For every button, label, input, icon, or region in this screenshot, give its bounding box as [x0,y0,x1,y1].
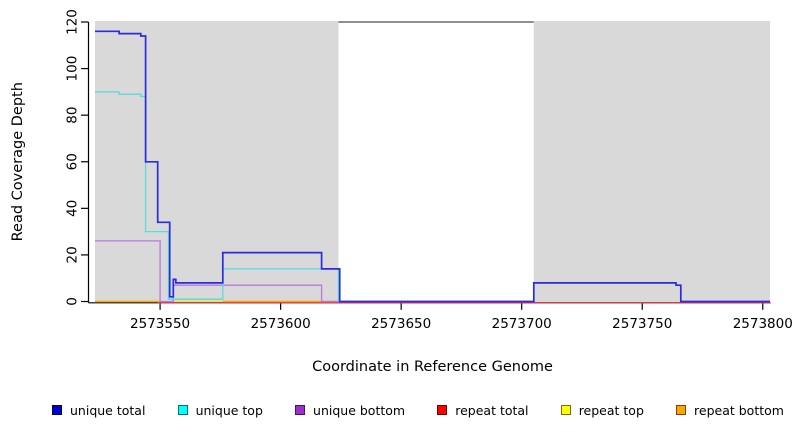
legend-swatch-repeat-total [437,405,448,415]
y-tick-label: 60 [65,153,81,170]
shaded-region-1 [95,21,339,303]
series-line-unique-total [95,30,770,303]
x-tick-label: 2573750 [612,316,672,332]
shaded-region-2 [533,21,770,303]
legend-swatch-repeat-bottom [676,405,687,415]
legend-swatch-unique-top [177,405,188,415]
legend-swatch-repeat-top [560,405,571,415]
legend-label: unique total [70,402,146,418]
legend: unique total unique top unique bottom repea… [52,399,784,421]
x-axis-title: Coordinate in Reference Genome [312,359,553,375]
x-tick-label: 2573650 [371,316,431,332]
legend-item-unique-bottom: unique bottom [295,403,405,418]
legend-item-repeat-bottom: repeat bottom [676,403,784,418]
legend-item-unique-total: unique total [52,403,145,418]
legend-item-repeat-total: repeat total [437,402,529,418]
legend-label: unique top [195,402,263,418]
x-tick-label: 2573700 [492,316,552,332]
x-tick-label: 2573600 [251,316,311,332]
x-tick-label: 2573550 [130,316,190,332]
y-axis-title: Read Coverage Depth [10,82,26,241]
legend-item-repeat-top: repeat top [560,402,644,418]
legend-label: unique bottom [313,402,406,418]
legend-label: repeat bottom [694,402,784,418]
legend-label: repeat top [578,402,644,418]
y-tick-label: 120 [65,9,81,35]
y-tick-label: 80 [65,107,81,124]
y-tick-label: 0 [65,297,81,306]
y-tick-label: 100 [65,56,81,82]
x-tick-label: 2573800 [733,316,792,332]
coverage-plot: 0 20 40 60 80 100 120 2573550 2573600 2573650 2573… [10,9,792,375]
y-tick-label: 20 [64,246,80,263]
legend-swatch-unique-bottom [295,405,306,415]
legend-item-unique-top: unique top [177,402,263,418]
y-tick-label: 40 [65,200,81,217]
legend-swatch-unique-total [52,405,62,415]
legend-label: repeat total [455,402,529,418]
